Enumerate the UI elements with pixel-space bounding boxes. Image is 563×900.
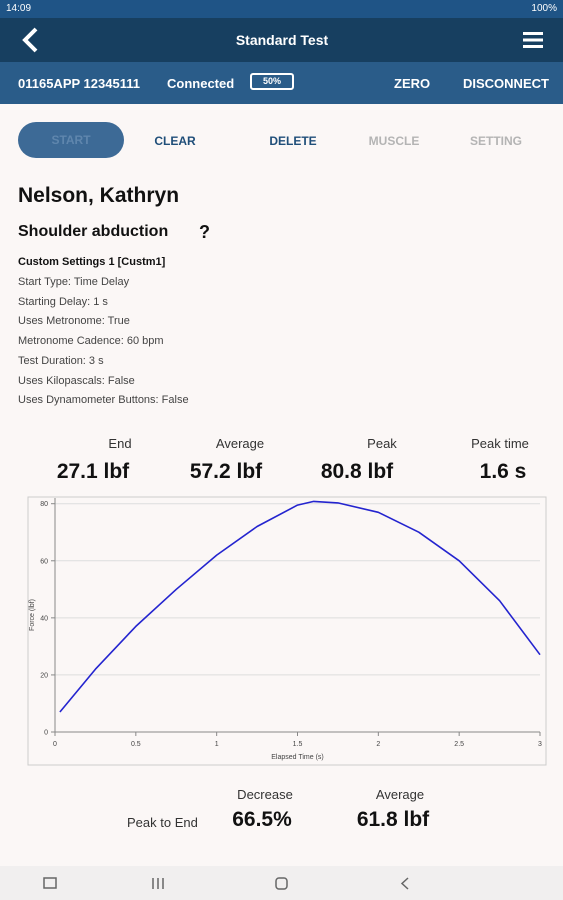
summary-label: Average xyxy=(215,436,265,451)
result-value: 61.8 lbf xyxy=(356,808,430,831)
x-tick-label: 2 xyxy=(376,741,380,748)
setting-line: Start Type: Time Delay xyxy=(18,276,130,288)
result-value: 66.5% xyxy=(232,808,292,831)
summary-label: Peak time xyxy=(471,436,529,451)
y-tick-label: 60 xyxy=(40,558,48,565)
start-button[interactable]: START xyxy=(18,122,124,158)
summary-value: 80.8 lbf xyxy=(320,460,394,483)
help-button[interactable]: ? xyxy=(199,222,210,242)
result-row-label: Peak to End xyxy=(127,815,198,830)
x-tick-label: 2.5 xyxy=(454,741,464,748)
chart-frame xyxy=(27,496,547,766)
back-button[interactable] xyxy=(20,27,40,53)
summary-value: 57.2 lbf xyxy=(189,460,263,483)
summary-value: 27.1 lbf xyxy=(56,460,130,483)
result-label: Average xyxy=(375,787,425,802)
summary-label: Peak xyxy=(367,436,397,451)
status-bar: 14:09 100% xyxy=(0,0,563,18)
clock: 14:09 xyxy=(6,3,32,14)
nav-back-button[interactable] xyxy=(400,877,409,890)
app-bar: Standard Test xyxy=(0,18,563,62)
keyboard-button[interactable] xyxy=(43,877,57,889)
recents-button[interactable] xyxy=(152,878,164,889)
settings-title: Custom Settings 1 [Custm1] xyxy=(18,256,166,268)
y-tick-label: 20 xyxy=(40,672,48,679)
setting-line: Uses Metronome: True xyxy=(18,315,130,328)
summary-value: 1.6 s xyxy=(479,460,527,483)
delete-button[interactable]: DELETE xyxy=(269,134,317,148)
battery-level: 100% xyxy=(531,3,557,14)
force-line xyxy=(59,500,541,713)
x-tick-label: 1.5 xyxy=(293,741,303,748)
device-id: 01165APP 12345111 xyxy=(18,76,140,91)
nav-bar xyxy=(0,866,563,900)
patient-name: Nelson, Kathryn xyxy=(18,184,180,207)
y-tick-label: 80 xyxy=(40,501,48,508)
y-axis-label: Force (lbf) xyxy=(29,599,36,631)
home-button[interactable] xyxy=(275,877,288,890)
device-battery: 50% xyxy=(250,73,294,90)
zero-button[interactable]: ZERO xyxy=(394,76,431,91)
muscle-button[interactable]: MUSCLE xyxy=(368,134,420,148)
summary-label: End xyxy=(108,436,132,451)
x-tick-label: 1 xyxy=(215,741,219,748)
screen-title: Standard Test xyxy=(235,32,329,48)
setting-line: Uses Kilopascals: False xyxy=(18,374,135,387)
x-tick-label: 0.5 xyxy=(131,741,141,748)
x-tick-label: 3 xyxy=(538,741,542,748)
setting-line: Starting Delay: 1 s xyxy=(18,295,108,308)
menu-button[interactable] xyxy=(523,31,545,49)
test-name: Shoulder abduction xyxy=(18,223,169,240)
y-tick-label: 40 xyxy=(40,615,48,622)
x-tick-label: 0 xyxy=(53,741,57,748)
y-tick-label: 0 xyxy=(44,730,48,737)
setting-button[interactable]: SETTING xyxy=(469,134,523,148)
x-axis-label: Elapsed Time (s) xyxy=(271,754,324,761)
connection-status: Connected xyxy=(167,76,235,91)
clear-button[interactable]: CLEAR xyxy=(154,134,196,148)
setting-line: Uses Dynamometer Buttons: False xyxy=(18,394,189,407)
result-label: Decrease xyxy=(237,787,293,802)
force-chart: 0 20 40 60 80 0 0.5 1 1.5 2 2.5 3 Elapsed Time (s) Fo… xyxy=(27,496,547,766)
setting-line: Test Duration: 3 s xyxy=(18,354,104,367)
setting-line: Metronome Cadence: 60 bpm xyxy=(18,335,164,348)
disconnect-button[interactable]: DISCONNECT xyxy=(463,76,549,91)
device-bar: 01165APP 12345111 Connected 50% ZERO DIS… xyxy=(0,62,563,104)
nav-icons xyxy=(43,877,409,890)
